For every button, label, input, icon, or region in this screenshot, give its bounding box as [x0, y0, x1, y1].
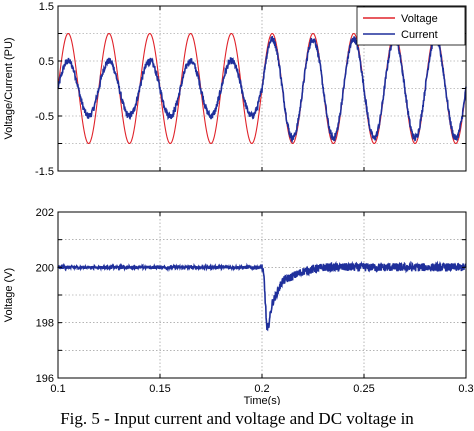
y-tick-label: 1.5 — [39, 1, 54, 13]
x-tick-label: 0.3 — [458, 383, 473, 395]
top-plot-voltage-current: -1.5 -0.5 0.5 1.5 Voltage/Current (PU) Voltag… — [3, 1, 467, 178]
x-tick-label: 0.15 — [149, 383, 170, 395]
legend-label-current: Current — [401, 29, 438, 41]
y-axis-title: Voltage (V) — [3, 268, 15, 322]
y-tick-label: -1.5 — [35, 166, 54, 178]
y-tick-label: 198 — [36, 318, 54, 330]
figure: -1.5 -0.5 0.5 1.5 Voltage/Current (PU) Voltag… — [3, 1, 474, 405]
y-tick-label: 196 — [36, 373, 54, 385]
y-tick-label: 202 — [36, 207, 54, 219]
figure-caption: Fig. 5 - Input current and voltage and D… — [60, 409, 414, 428]
y-tick-label: -0.5 — [35, 111, 54, 123]
bottom-plot-dc-voltage: 0.1 0.15 0.2 0.25 0.3 196 198 200 202 Voltage (V)… — [3, 207, 474, 405]
x-tick-label: 0.2 — [254, 383, 269, 395]
legend-box — [356, 6, 466, 46]
y-axis-title: Voltage/Current (PU) — [3, 37, 15, 139]
legend-label-voltage: Voltage — [401, 13, 438, 25]
x-axis-title: Time(s) — [244, 395, 281, 405]
y-tick-label: 0.5 — [39, 56, 54, 68]
y-tick-label: 200 — [36, 262, 54, 274]
x-tick-label: 0.25 — [353, 383, 374, 395]
x-tick-label: 0.1 — [50, 383, 65, 395]
series-line-dc-voltage — [57, 260, 467, 332]
legend: Voltage Current — [356, 6, 466, 46]
